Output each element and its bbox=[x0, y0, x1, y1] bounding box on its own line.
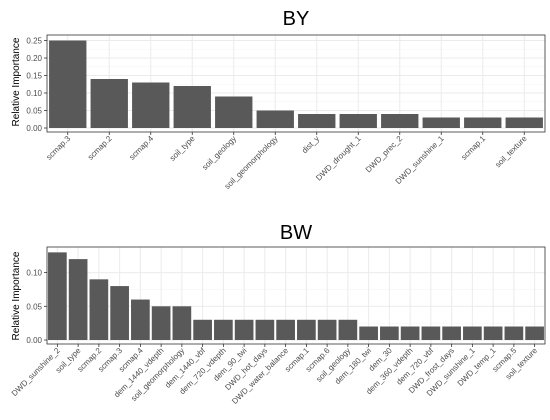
bar bbox=[215, 96, 253, 128]
bar bbox=[256, 110, 294, 128]
x-ticks: DWD_sunshine_2soil_typescmap.2scmap.3scm… bbox=[10, 344, 539, 406]
panel-border bbox=[46, 246, 546, 345]
bar bbox=[338, 319, 358, 340]
bar bbox=[173, 86, 211, 128]
bar bbox=[400, 326, 420, 340]
chart-title: BY bbox=[283, 8, 310, 30]
chart-bw: BW Relative Importance 0.00 0.05 0.10 DWD_… bbox=[10, 222, 546, 406]
bar bbox=[68, 259, 88, 340]
x-tick-label: soil_type bbox=[168, 134, 197, 163]
bar bbox=[505, 117, 543, 128]
bars bbox=[48, 252, 544, 340]
bar bbox=[49, 40, 87, 128]
bars bbox=[49, 40, 543, 128]
bar bbox=[89, 279, 109, 340]
y-tick-label: 0.20 bbox=[26, 54, 42, 63]
y-tick-label: 0.00 bbox=[26, 124, 42, 133]
bar bbox=[381, 114, 419, 128]
bar bbox=[317, 319, 337, 340]
bar bbox=[131, 299, 150, 340]
bar bbox=[297, 319, 316, 340]
y-tick-label: 0.25 bbox=[26, 37, 42, 46]
bar bbox=[504, 326, 524, 340]
x-ticks: scmap.3 scmap.2 scmap.4 soil_type soil_geolo… bbox=[44, 132, 529, 191]
bar bbox=[110, 286, 129, 340]
bar bbox=[421, 326, 441, 340]
x-tick-label: DWD_prec_2 bbox=[364, 134, 405, 175]
panel-border bbox=[46, 34, 546, 133]
bar bbox=[234, 319, 254, 340]
bar bbox=[380, 326, 399, 340]
x-tick-label: DWD_sunshine_2 bbox=[10, 346, 62, 398]
x-tick-label: DWD_drought_1 bbox=[314, 134, 363, 183]
bar bbox=[359, 326, 378, 340]
bar bbox=[525, 326, 544, 340]
y-axis-label: Relative Importance bbox=[11, 37, 22, 126]
chart-title: BW bbox=[280, 222, 312, 244]
y-tick-label: 0.10 bbox=[26, 89, 42, 98]
y-axis-label: Relative Importance bbox=[11, 251, 22, 340]
chart-by: BY Relative Importance 0.000.050.100.150… bbox=[11, 8, 546, 191]
bar bbox=[422, 117, 460, 128]
bar bbox=[151, 306, 171, 340]
bar bbox=[132, 82, 170, 128]
bar bbox=[339, 114, 377, 128]
x-tick-label: dist_y bbox=[300, 134, 321, 155]
bar bbox=[193, 319, 212, 340]
x-tick-label: scmap.1 bbox=[459, 134, 487, 162]
y-tick-label: 0.00 bbox=[26, 336, 42, 345]
y-ticks: 0.00 0.05 0.10 0.15 0.20 0.25 bbox=[26, 37, 47, 133]
x-tick-label: scmap.3 bbox=[44, 134, 72, 162]
bar bbox=[214, 319, 233, 340]
bar bbox=[442, 326, 461, 340]
bar bbox=[298, 114, 336, 128]
bar bbox=[48, 252, 67, 340]
x-tick-label: scmap.4 bbox=[127, 134, 155, 162]
bar bbox=[463, 326, 482, 340]
bar bbox=[90, 79, 128, 128]
bar bbox=[276, 319, 295, 340]
y-ticks: 0.00 0.05 0.10 bbox=[26, 269, 47, 345]
y-tick-label: 0.05 bbox=[26, 107, 42, 116]
y-tick-label: 0.10 bbox=[26, 269, 42, 278]
x-tick-label: scmap.2 bbox=[86, 134, 114, 162]
bar bbox=[255, 319, 275, 340]
bar bbox=[483, 326, 503, 340]
bar bbox=[464, 117, 502, 128]
x-tick-label: soil_texture bbox=[493, 134, 529, 170]
y-tick-label: 0.15 bbox=[26, 72, 42, 81]
y-tick-label: 0.05 bbox=[26, 302, 42, 311]
bar bbox=[172, 306, 192, 340]
x-tick-label: soil_geology bbox=[200, 134, 238, 172]
